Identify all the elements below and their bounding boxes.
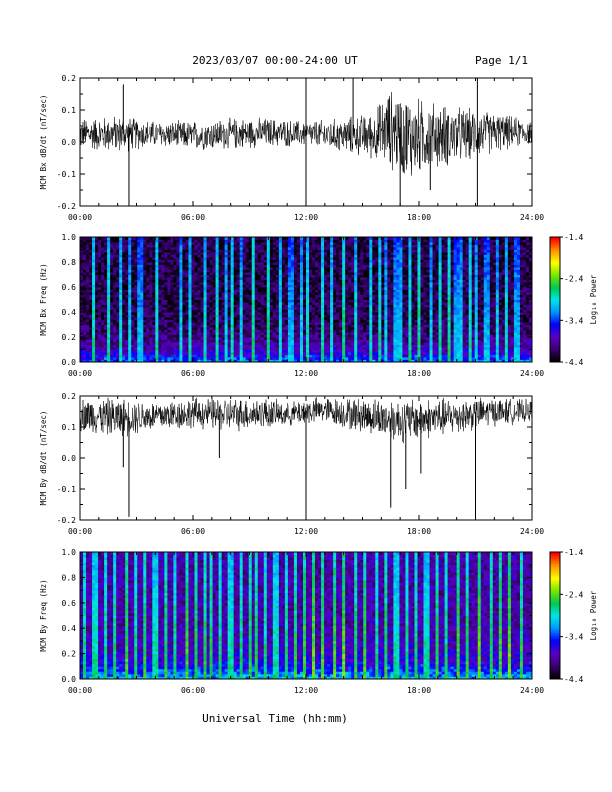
x-tick-label: 18:00 xyxy=(407,369,431,378)
y-tick-label: -0.2 xyxy=(57,516,76,525)
page-title: 2023/03/07 00:00-24:00 UT xyxy=(192,54,358,67)
x-tick-label: 24:00 xyxy=(520,213,544,222)
y-tick-label: 0.0 xyxy=(62,675,77,684)
y-tick-label: 0.8 xyxy=(62,573,77,582)
spectrogram-cells xyxy=(80,237,533,363)
bx-spectrogram-panel: -1.4 -2.4 -3.4 -4.4 Log₁₀ Power 00:00 06:00 12:… xyxy=(39,233,598,378)
x-tick-label: 24:00 xyxy=(520,369,544,378)
page-number: Page 1/1 xyxy=(475,54,528,67)
colorbar: -1.4 -2.4 -3.4 -4.4 Log₁₀ Power xyxy=(549,233,598,367)
y-tick-label: 0.2 xyxy=(62,333,77,342)
page-header: 2023/03/07 00:00-24:00 UT Page 1/1 xyxy=(192,54,528,67)
y-tick-label: 1.0 xyxy=(62,233,77,242)
x-tick-label: 18:00 xyxy=(407,527,431,536)
by-spectrogram-panel: -1.4 -2.4 -3.4 -4.4 Log₁₀ Power 00:00 06:00 12:… xyxy=(39,548,598,695)
spectrogram-cells xyxy=(80,552,533,680)
y-tick-label: 0.4 xyxy=(62,624,77,633)
y-tick-label: 0.1 xyxy=(62,423,77,432)
y-tick-label: 0.6 xyxy=(62,283,77,292)
series-trace xyxy=(79,397,533,444)
colorbar: -1.4 -2.4 -3.4 -4.4 Log₁₀ Power xyxy=(549,548,598,684)
y-axis-label: MCM By dB/dt (nT/sec) xyxy=(39,411,48,506)
x-axis-title: Universal Time (hh:mm) xyxy=(202,712,348,725)
y-tick-label: 0.4 xyxy=(62,308,77,317)
y-axis-label: MCM Bx Freq (Hz) xyxy=(39,263,48,335)
plot-frame xyxy=(79,77,533,207)
y-tick-label: 0.2 xyxy=(62,392,77,401)
y-tick-label: 0.0 xyxy=(62,358,77,367)
y-tick-label: 0.6 xyxy=(62,599,77,608)
x-tick-label: 24:00 xyxy=(520,686,544,695)
x-tick-label: 06:00 xyxy=(181,369,205,378)
colorbar-tick-label: -3.4 xyxy=(564,316,583,325)
x-tick-label: 00:00 xyxy=(68,213,92,222)
colorbar-tick-label: -2.4 xyxy=(564,275,583,284)
bx-dbdt-panel: 00:00 06:00 12:00 18:00 24:00 0.2 0.1 0.0 -0.1 -0… xyxy=(39,74,544,222)
colorbar-tick-label: -4.4 xyxy=(564,358,583,367)
x-tick-label: 18:00 xyxy=(407,686,431,695)
y-tick-label: 0.0 xyxy=(62,454,77,463)
x-tick-label: 12:00 xyxy=(294,213,318,222)
y-tick-label: -0.2 xyxy=(57,202,76,211)
x-tick-label: 00:00 xyxy=(68,686,92,695)
plot-frame xyxy=(79,236,533,363)
by-dbdt-panel: 00:00 06:00 12:00 18:00 24:00 0.2 0.1 0.0 -0.1 -0… xyxy=(39,392,544,536)
y-tick-label: 0.2 xyxy=(62,74,77,83)
colorbar-tick-label: -4.4 xyxy=(564,675,583,684)
y-axis-label: MCM Bx dB/dt (nT/sec) xyxy=(39,95,48,190)
x-tick-label: 06:00 xyxy=(181,527,205,536)
x-tick-label: 06:00 xyxy=(181,686,205,695)
colorbar-label: Log₁₀ Power xyxy=(589,590,598,640)
x-tick-label: 18:00 xyxy=(407,213,431,222)
x-tick-label: 12:00 xyxy=(294,527,318,536)
x-tick-label: 00:00 xyxy=(68,369,92,378)
plot-frame xyxy=(79,395,533,521)
y-tick-label: 0.0 xyxy=(62,138,77,147)
x-tick-label: 12:00 xyxy=(294,369,318,378)
y-tick-label: 1.0 xyxy=(62,548,77,557)
y-tick-label: -0.1 xyxy=(57,485,76,494)
x-tick-label: 06:00 xyxy=(181,213,205,222)
y-tick-label: 0.1 xyxy=(62,106,77,115)
y-tick-label: 0.8 xyxy=(62,258,77,267)
x-tick-label: 24:00 xyxy=(520,527,544,536)
colorbar-tick-label: -2.4 xyxy=(564,590,583,599)
colorbar-tick-label: -1.4 xyxy=(564,548,583,557)
plot-frame xyxy=(79,551,533,680)
x-tick-label: 12:00 xyxy=(294,686,318,695)
colorbar-label: Log₁₀ Power xyxy=(589,274,598,324)
y-tick-label: -0.1 xyxy=(57,170,76,179)
y-axis-label: MCM By Freq (Hz) xyxy=(39,579,48,651)
y-tick-label: 0.2 xyxy=(62,650,77,659)
colorbar-tick-label: -1.4 xyxy=(564,233,583,242)
colorbar-tick-label: -3.4 xyxy=(564,633,583,642)
x-tick-label: 00:00 xyxy=(68,527,92,536)
